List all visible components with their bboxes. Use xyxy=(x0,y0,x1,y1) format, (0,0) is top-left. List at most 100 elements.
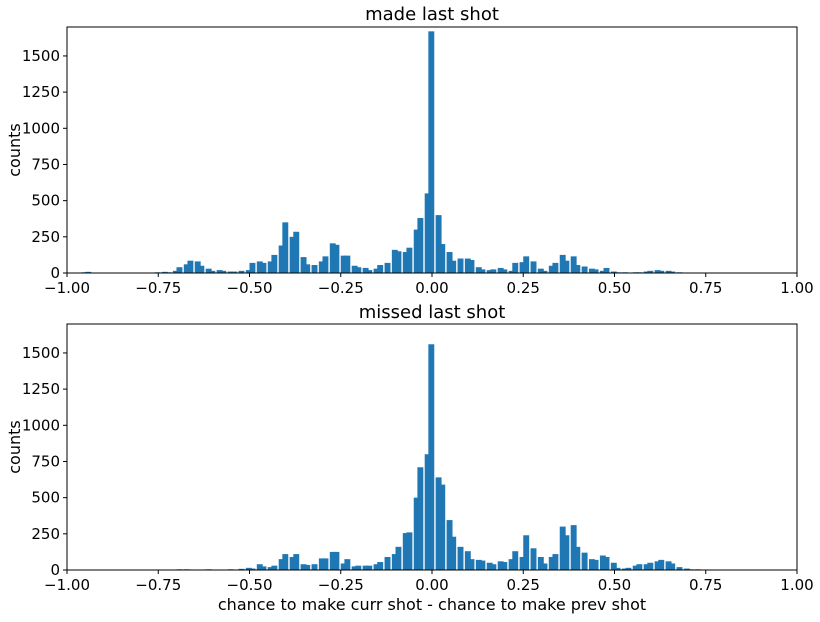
histogram-bar xyxy=(582,553,588,570)
histogram-bar xyxy=(574,265,580,273)
x-tick-label: 0.75 xyxy=(689,576,722,594)
histogram-bar xyxy=(260,566,266,570)
x-tick-label: −0.75 xyxy=(135,576,181,594)
histogram-bar xyxy=(582,266,588,273)
x-tick-label: 1.00 xyxy=(780,576,813,594)
histogram-bar xyxy=(490,269,496,273)
histogram-bar xyxy=(512,551,518,570)
histogram-bar xyxy=(523,256,529,273)
histogram-bar xyxy=(563,535,569,570)
x-tick-label: −0.25 xyxy=(318,279,364,297)
y-tick-label: 1500 xyxy=(22,47,60,65)
histogram-bar xyxy=(406,532,412,570)
histogram-bar xyxy=(271,566,277,570)
histogram-bar xyxy=(552,554,558,570)
y-axis-label: counts xyxy=(5,420,24,473)
histogram-bar xyxy=(333,552,339,570)
x-tick-label: 0.25 xyxy=(507,279,540,297)
x-tick-label: 1.00 xyxy=(780,279,813,297)
histogram-bar xyxy=(385,557,391,570)
histogram-bar xyxy=(512,263,518,273)
y-tick-label: 1250 xyxy=(22,83,60,101)
y-tick-label: 750 xyxy=(31,452,60,470)
histogram-bar xyxy=(344,256,350,273)
histogram-bar xyxy=(563,261,569,273)
histogram-bar xyxy=(260,263,266,273)
histogram-bar xyxy=(469,559,475,570)
histogram-bar xyxy=(604,557,610,570)
histogram-bar xyxy=(501,269,507,273)
histogram-bar xyxy=(458,259,464,273)
histogram-bar xyxy=(469,260,475,273)
y-axis-label: counts xyxy=(5,123,24,176)
histogram-bar xyxy=(552,263,558,273)
y-tick-label: 750 xyxy=(31,155,60,173)
histogram-bar xyxy=(344,559,350,570)
histogram-bar xyxy=(450,537,456,570)
histogram-bar xyxy=(333,245,339,273)
histogram-bar xyxy=(282,222,288,273)
x-tick-label: −0.75 xyxy=(135,279,181,297)
x-tick-label: 0.25 xyxy=(507,576,540,594)
x-tick-label: −0.25 xyxy=(318,576,364,594)
histogram-bar xyxy=(593,560,599,570)
histogram-bar xyxy=(450,261,456,273)
x-tick-label: 0.50 xyxy=(598,279,631,297)
x-tick-label: 0.50 xyxy=(598,576,631,594)
histogram-bar xyxy=(490,564,496,570)
histogram-bar xyxy=(355,566,361,570)
x-tick-label: −0.50 xyxy=(227,576,273,594)
histogram-bar xyxy=(428,31,434,273)
histogram-bar xyxy=(198,266,204,273)
histogram-bar xyxy=(293,554,299,570)
y-tick-label: 500 xyxy=(31,192,60,210)
histogram-bar xyxy=(479,561,485,570)
y-tick-label: 500 xyxy=(31,489,60,507)
y-tick-label: 1000 xyxy=(22,119,60,137)
histogram-bar xyxy=(593,269,599,273)
histogram-bar xyxy=(428,344,434,570)
histogram-bar xyxy=(658,560,664,570)
histogram-bar xyxy=(187,261,193,273)
histogram-bar xyxy=(366,566,372,570)
histogram-bar xyxy=(439,244,445,273)
chart-title: made last shot xyxy=(365,4,499,25)
histogram-bar xyxy=(177,267,183,273)
histogram-bar xyxy=(355,267,361,273)
histogram-bar xyxy=(523,535,529,570)
x-tick-label: 0.00 xyxy=(415,576,448,594)
histogram-bar xyxy=(304,565,310,570)
histogram-bar xyxy=(323,256,329,273)
histogram-bar xyxy=(406,248,412,273)
x-tick-label: −0.50 xyxy=(227,279,273,297)
histogram-bar xyxy=(417,467,423,570)
chart-title: missed last shot xyxy=(359,302,506,323)
histogram-bar xyxy=(574,547,580,570)
histogram-bar xyxy=(396,251,402,273)
histogram-bar xyxy=(377,265,383,273)
histogram-bar xyxy=(479,269,485,273)
histogram-bar xyxy=(282,554,288,570)
histogram-bar xyxy=(669,563,675,570)
histogram-bar xyxy=(304,264,310,273)
histogram-bar xyxy=(439,485,445,570)
histogram-bar xyxy=(604,268,610,273)
x-tick-label: 0.00 xyxy=(415,279,448,297)
histogram-bar xyxy=(312,265,318,273)
histogram-bar xyxy=(323,558,329,570)
x-axis-label: chance to make curr shot - chance to mak… xyxy=(218,595,646,614)
histogram-bar xyxy=(647,563,653,570)
y-tick-label: 0 xyxy=(50,561,60,579)
histogram-bar xyxy=(542,563,548,570)
histogram-bar xyxy=(458,547,464,570)
y-tick-label: 1250 xyxy=(22,380,60,398)
y-tick-label: 1000 xyxy=(22,416,60,434)
histogram-bar xyxy=(271,255,277,273)
histogram-bar xyxy=(636,564,642,570)
histogram-bar xyxy=(501,562,507,570)
histogram-bar xyxy=(385,263,391,273)
y-tick-label: 250 xyxy=(31,525,60,543)
